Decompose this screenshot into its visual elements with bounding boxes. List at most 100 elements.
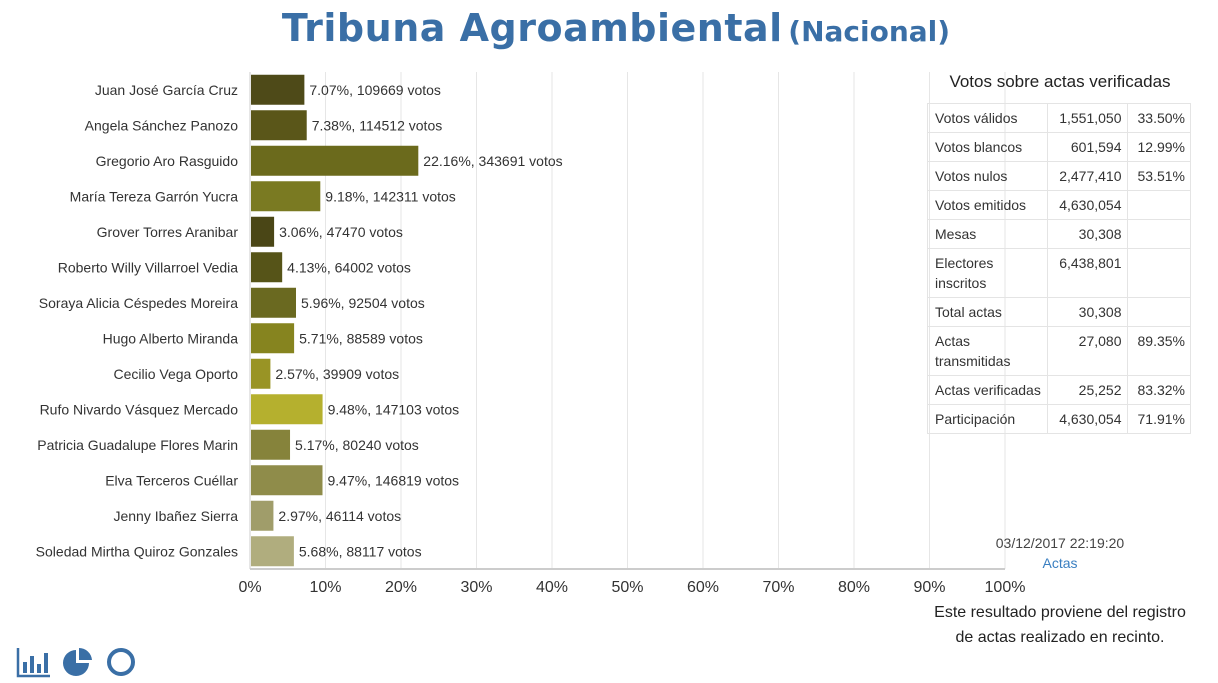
bar[interactable] (251, 465, 323, 496)
x-tick-label: 20% (385, 579, 417, 596)
category-label: Cecilio Vega Oporto (113, 366, 238, 382)
category-label: Juan José García Cruz (95, 82, 238, 98)
stats-percent: 89.35% (1126, 326, 1191, 376)
stats-percent (1126, 248, 1191, 298)
data-label: 5.71%, 88589 votos (299, 330, 423, 346)
stats-row: Mesas 30,308 (927, 219, 1191, 249)
bar[interactable] (251, 358, 271, 389)
stats-label: Actas verificadas (927, 375, 1048, 405)
stats-value: 4,630,054 (1046, 404, 1128, 434)
stats-percent: 12.99% (1126, 132, 1191, 162)
bar[interactable] (251, 145, 419, 176)
page-title: Tribuna Agroambiental (Nacional) (0, 6, 1218, 50)
x-tick-label: 10% (309, 579, 341, 596)
stats-value: 2,477,410 (1046, 161, 1128, 191)
actas-link[interactable]: Actas (1042, 555, 1078, 571)
x-tick-label: 100% (985, 579, 1026, 596)
x-tick-label: 0% (238, 579, 261, 596)
bar[interactable] (251, 252, 283, 283)
stats-value: 30,308 (1046, 219, 1128, 249)
stats-value: 27,080 (1046, 326, 1128, 376)
bar[interactable] (251, 287, 296, 318)
stats-percent: 83.32% (1126, 375, 1191, 405)
stats-title: Votos sobre actas verificadas (949, 72, 1171, 91)
category-label: Grover Torres Aranibar (97, 224, 239, 240)
category-label: María Tereza Garrón Yucra (70, 188, 239, 204)
stats-label: Votos válidos (927, 103, 1048, 133)
stats-label: Votos nulos (927, 161, 1048, 191)
category-label: Roberto Willy Villarroel Vedia (58, 259, 238, 275)
stats-percent: 53.51% (1126, 161, 1191, 191)
result-note: Este resultado proviene del registro de … (934, 604, 1186, 646)
stats-row: Votos blancos 601,594 12.99% (927, 132, 1191, 162)
data-label: 2.57%, 39909 votos (275, 366, 399, 382)
bar-chart-icon[interactable] (16, 646, 52, 678)
stats-percent (1126, 190, 1191, 220)
data-label: 5.96%, 92504 votos (301, 295, 425, 311)
data-label: 9.48%, 147103 votos (328, 401, 460, 417)
stats-row: Participación 4,630,054 71.91% (927, 404, 1191, 434)
stats-row: Votos válidos 1,551,050 33.50% (927, 103, 1191, 133)
stats-percent: 33.50% (1126, 103, 1191, 133)
title-main: Tribuna Agroambiental (281, 6, 783, 50)
stats-label: Votos emitidos (927, 190, 1048, 220)
x-tick-label: 90% (913, 579, 945, 596)
category-label: Hugo Alberto Miranda (103, 330, 239, 346)
bar[interactable] (251, 181, 321, 212)
stats-percent (1126, 297, 1191, 327)
chart-type-switcher (16, 646, 140, 678)
data-label: 2.97%, 46114 votos (278, 508, 401, 524)
stats-value: 6,438,801 (1046, 248, 1128, 298)
stats-row: Actas verificadas 25,252 83.32% (927, 375, 1191, 405)
category-label: Patricia Guadalupe Flores Marin (37, 437, 238, 453)
title-subtitle: (Nacional) (788, 15, 951, 48)
data-label: 9.18%, 142311 votos (325, 188, 456, 204)
stats-label: Participación (927, 404, 1048, 434)
pie-chart-icon[interactable] (60, 646, 96, 678)
bar[interactable] (251, 429, 291, 460)
stats-value: 601,594 (1046, 132, 1128, 162)
bar[interactable] (251, 110, 307, 141)
stats-value: 1,551,050 (1046, 103, 1128, 133)
timestamp: 03/12/2017 22:19:20 (995, 535, 1125, 551)
category-label: Jenny Ibañez Sierra (113, 508, 238, 524)
stats-row: Electores inscritos 6,438,801 (927, 248, 1191, 298)
stats-row: Votos nulos 2,477,410 53.51% (927, 161, 1191, 191)
donut-chart-icon[interactable] (104, 646, 140, 678)
stats-value: 4,630,054 (1046, 190, 1128, 220)
data-label: 4.13%, 64002 votos (287, 259, 411, 275)
stats-label: Votos blancos (927, 132, 1048, 162)
bar[interactable] (251, 500, 274, 531)
category-label: Soledad Mirtha Quiroz Gonzales (36, 543, 238, 559)
stats-row: Actas transmitidas 27,080 89.35% (927, 326, 1191, 376)
stats-row: Total actas 30,308 (927, 297, 1191, 327)
stats-percent: 71.91% (1126, 404, 1191, 434)
category-label: Rufo Nivardo Vásquez Mercado (40, 401, 239, 417)
stats-percent (1126, 219, 1191, 249)
category-label: Soraya Alicia Céspedes Moreira (39, 295, 238, 311)
data-label: 5.68%, 88117 votos (299, 543, 422, 559)
stats-label: Mesas (927, 219, 1048, 249)
data-label: 7.07%, 109669 votos (309, 82, 441, 98)
data-label: 5.17%, 80240 votos (295, 437, 419, 453)
stats-row: Votos emitidos 4,630,054 (927, 190, 1191, 220)
x-tick-label: 60% (687, 579, 719, 596)
category-label: Gregorio Aro Rasguido (96, 153, 239, 169)
data-label: 9.47%, 146819 votos (327, 472, 459, 488)
stats-value: 30,308 (1046, 297, 1128, 327)
bar[interactable] (251, 394, 323, 425)
bar[interactable] (251, 536, 294, 567)
stats-label: Actas transmitidas (927, 326, 1048, 376)
stats-table: Votos válidos 1,551,050 33.50% Votos blanco… (927, 103, 1191, 434)
bar[interactable] (251, 216, 275, 247)
category-label: Elva Terceros Cuéllar (105, 472, 238, 488)
bar[interactable] (251, 323, 295, 354)
data-label: 22.16%, 343691 votos (423, 153, 562, 169)
x-tick-label: 80% (838, 579, 870, 596)
category-label: Angela Sánchez Panozo (85, 117, 239, 133)
stats-value: 25,252 (1046, 375, 1128, 405)
x-tick-label: 30% (460, 579, 492, 596)
x-tick-label: 50% (611, 579, 643, 596)
bar-chart: 0% 10% 20% 30% 40% 50% 60% 70% 80% 90% 100% Juan Jo… (36, 72, 1026, 596)
bar[interactable] (251, 74, 305, 105)
